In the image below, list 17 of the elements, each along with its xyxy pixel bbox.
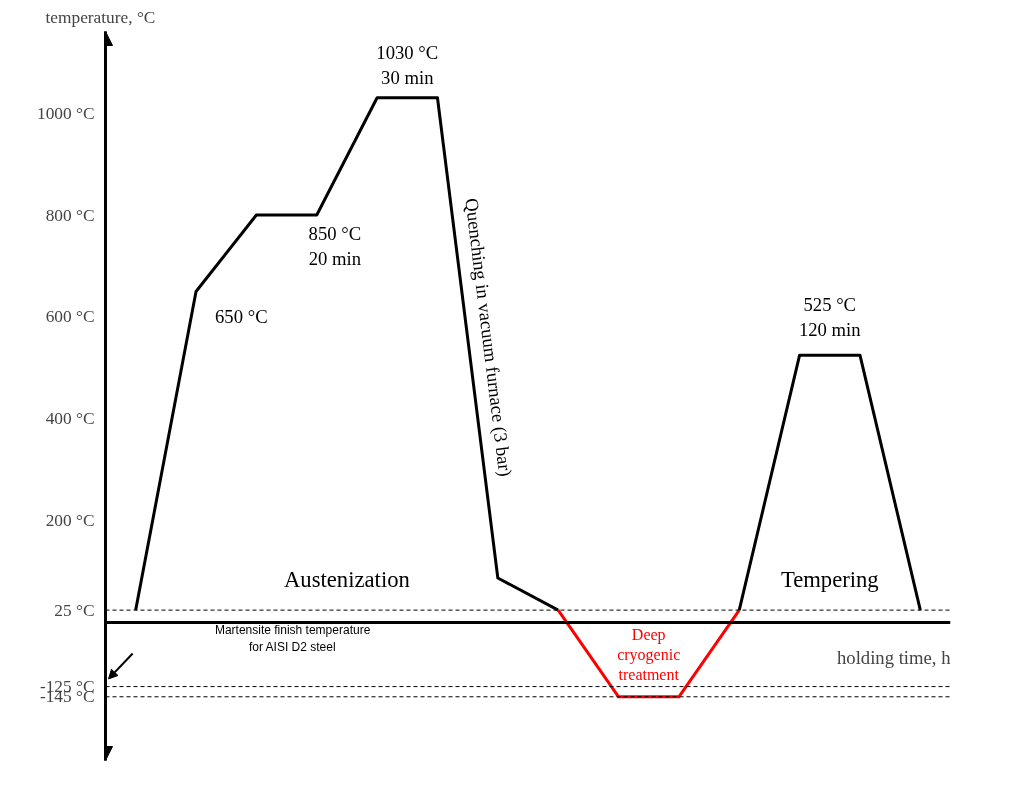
y-axis-title: temperature, °C <box>45 7 156 27</box>
annotation: Martensite finish temperature for AISI D2 steel <box>214 623 371 655</box>
annotation: Tempering <box>780 567 879 593</box>
annotation: Austenization <box>284 567 410 593</box>
y-tick-label: 1000 °C <box>37 103 95 123</box>
y-tick-label: 25 °C <box>54 600 95 620</box>
y-tick-label: 600 °C <box>45 307 95 327</box>
annotation: 525 °C 120 min <box>798 293 862 341</box>
annotation: Quenching in vacuum furnace (3 bar) <box>460 197 517 478</box>
y-tick-label: 400 °C <box>45 409 95 429</box>
annotation: 650 °C <box>215 306 268 328</box>
x-axis-title: holding time, h <box>837 646 952 668</box>
annotation: 850 °C 20 min <box>308 222 362 269</box>
annotation: 1030 °C 30 min <box>376 41 439 88</box>
y-tick-label: 800 °C <box>45 205 95 225</box>
annotation: Deep cryogenic treatment <box>617 625 681 684</box>
y-tick-label: 200 °C <box>45 511 95 531</box>
